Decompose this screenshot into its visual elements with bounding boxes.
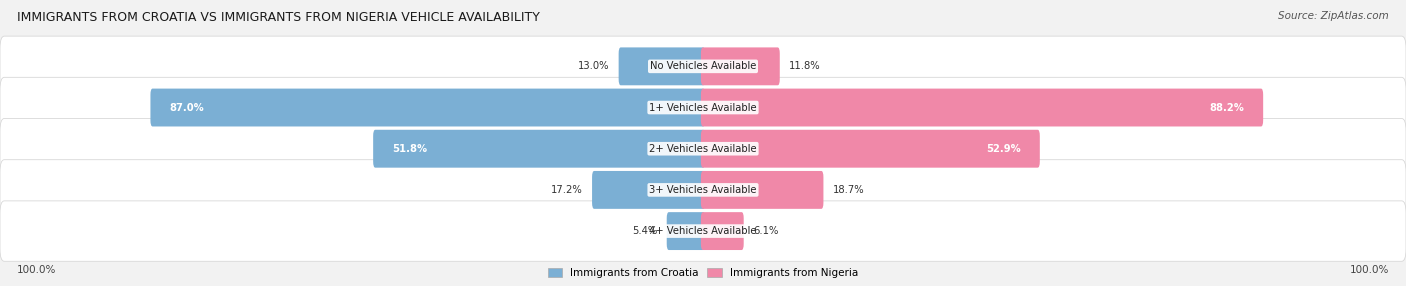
- Text: 5.4%: 5.4%: [633, 226, 658, 236]
- Text: 51.8%: 51.8%: [392, 144, 427, 154]
- Text: 17.2%: 17.2%: [551, 185, 583, 195]
- FancyBboxPatch shape: [619, 47, 706, 85]
- Text: 3+ Vehicles Available: 3+ Vehicles Available: [650, 185, 756, 195]
- FancyBboxPatch shape: [0, 77, 1406, 138]
- Text: IMMIGRANTS FROM CROATIA VS IMMIGRANTS FROM NIGERIA VEHICLE AVAILABILITY: IMMIGRANTS FROM CROATIA VS IMMIGRANTS FR…: [17, 11, 540, 24]
- Text: Source: ZipAtlas.com: Source: ZipAtlas.com: [1278, 11, 1389, 21]
- Text: 18.7%: 18.7%: [832, 185, 865, 195]
- FancyBboxPatch shape: [0, 201, 1406, 261]
- FancyBboxPatch shape: [666, 212, 706, 250]
- FancyBboxPatch shape: [0, 160, 1406, 220]
- Text: 52.9%: 52.9%: [986, 144, 1021, 154]
- Text: 6.1%: 6.1%: [752, 226, 778, 236]
- Text: 100.0%: 100.0%: [17, 265, 56, 275]
- FancyBboxPatch shape: [150, 89, 706, 126]
- FancyBboxPatch shape: [373, 130, 706, 168]
- FancyBboxPatch shape: [702, 89, 1263, 126]
- FancyBboxPatch shape: [702, 47, 780, 85]
- FancyBboxPatch shape: [702, 130, 1040, 168]
- Text: 100.0%: 100.0%: [1350, 265, 1389, 275]
- FancyBboxPatch shape: [702, 171, 824, 209]
- FancyBboxPatch shape: [0, 118, 1406, 179]
- Text: 4+ Vehicles Available: 4+ Vehicles Available: [650, 226, 756, 236]
- Text: 11.8%: 11.8%: [789, 61, 821, 71]
- Legend: Immigrants from Croatia, Immigrants from Nigeria: Immigrants from Croatia, Immigrants from…: [547, 268, 859, 278]
- Text: 1+ Vehicles Available: 1+ Vehicles Available: [650, 103, 756, 112]
- Text: 88.2%: 88.2%: [1209, 103, 1244, 112]
- Text: 2+ Vehicles Available: 2+ Vehicles Available: [650, 144, 756, 154]
- Text: 13.0%: 13.0%: [578, 61, 610, 71]
- Text: 87.0%: 87.0%: [170, 103, 204, 112]
- FancyBboxPatch shape: [592, 171, 706, 209]
- FancyBboxPatch shape: [702, 212, 744, 250]
- Text: No Vehicles Available: No Vehicles Available: [650, 61, 756, 71]
- FancyBboxPatch shape: [0, 36, 1406, 97]
